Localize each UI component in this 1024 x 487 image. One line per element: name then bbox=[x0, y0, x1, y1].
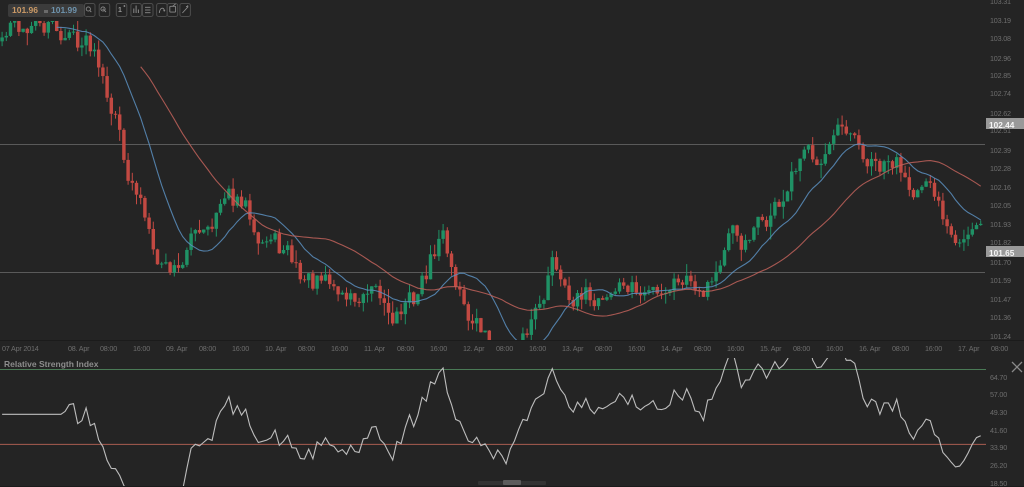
svg-text:+: + bbox=[102, 7, 105, 13]
svg-text:1: 1 bbox=[118, 7, 122, 14]
